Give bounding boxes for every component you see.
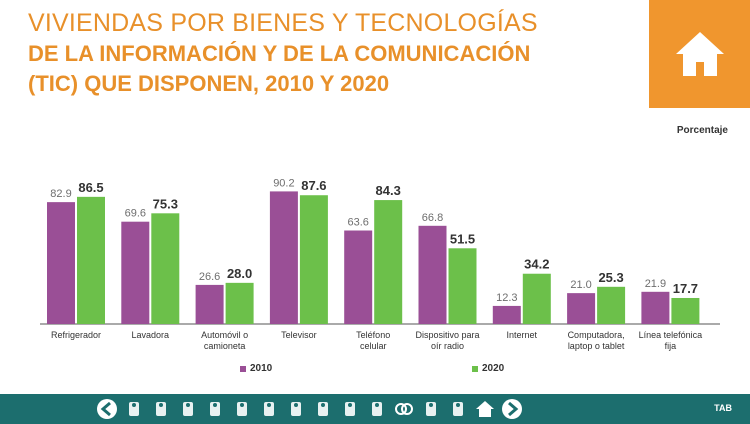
value-label-2010-1: 69.6 — [125, 208, 146, 220]
bar-2020-5 — [448, 248, 477, 324]
legend-2020: 2020 — [472, 363, 504, 374]
legend-swatch-2020 — [472, 365, 478, 372]
wheelchair-icon[interactable] — [285, 398, 307, 420]
value-label-2020-2: 28.0 — [227, 266, 252, 281]
category-label-5-0: Dispositivo para — [415, 330, 479, 340]
bar-chart: 82.9 86.5 Refrigerador 69.6 75.3 Lavadora 26.6… — [40, 177, 720, 351]
bar-2020-2 — [225, 282, 254, 324]
person-icon[interactable] — [177, 398, 199, 420]
bar-2010-5 — [418, 225, 447, 324]
value-label-2020-3: 87.6 — [301, 178, 326, 193]
value-label-2010-3: 90.2 — [273, 177, 294, 189]
category-label-3-0: Televisor — [281, 330, 317, 340]
worker-icon[interactable] — [420, 398, 442, 420]
bar-2010-7 — [567, 293, 596, 324]
value-label-2010-4: 63.6 — [347, 217, 368, 229]
value-label-2010-0: 82.9 — [50, 188, 71, 200]
title-line-3: (TIC) QUE DISPONEN, 2010 Y 2020 — [28, 71, 390, 96]
arrow-right-icon[interactable] — [501, 398, 523, 420]
house-icon — [675, 32, 724, 76]
gear-people-icon[interactable] — [204, 398, 226, 420]
category-label-4-1: celular — [360, 341, 387, 351]
bar-2020-1 — [151, 213, 180, 324]
museum-icon[interactable] — [447, 398, 469, 420]
value-label-2020-1: 75.3 — [153, 196, 178, 211]
footer-nav-bar: TAB — [0, 394, 750, 424]
bar-2010-3 — [269, 191, 298, 324]
value-label-2020-6: 34.2 — [524, 257, 549, 272]
rings-icon[interactable] — [393, 398, 415, 420]
category-label-2-0: Automóvil o — [201, 330, 248, 340]
value-label-2020-4: 84.3 — [376, 183, 401, 198]
category-label-8-0: Línea telefónica — [639, 330, 703, 340]
home-icon[interactable] — [474, 398, 496, 420]
bar-2020-3 — [299, 195, 328, 324]
value-label-2020-0: 86.5 — [78, 180, 103, 195]
bar-2020-6 — [522, 273, 551, 324]
bar-2020-0 — [77, 196, 105, 324]
value-label-2010-7: 21.0 — [570, 279, 591, 291]
bar-2010-0 — [47, 202, 75, 324]
compass-icon[interactable] — [258, 398, 280, 420]
arrow-left-icon[interactable] — [96, 398, 118, 420]
family-icon[interactable] — [150, 398, 172, 420]
category-label-0-0: Refrigerador — [51, 330, 101, 340]
map-icon[interactable] — [231, 398, 253, 420]
bar-2020-4 — [374, 200, 403, 324]
value-label-2010-2: 26.6 — [199, 271, 220, 283]
value-label-2010-6: 12.3 — [496, 292, 517, 304]
legend-label-2010: 2010 — [250, 363, 273, 374]
category-label-8-1: fija — [665, 341, 677, 351]
category-label-2-1: camioneta — [204, 341, 246, 351]
category-label-7-0: Computadora, — [568, 330, 625, 340]
bar-2010-6 — [492, 305, 521, 324]
value-label-2020-7: 25.3 — [598, 270, 623, 285]
building-icon[interactable] — [123, 398, 145, 420]
y-unit-label: Porcentaje — [676, 125, 728, 136]
tab-label[interactable]: TAB — [714, 403, 732, 413]
children-icon[interactable] — [312, 398, 334, 420]
title-line-1: VIVIENDAS POR BIENES Y TECNOLOGÍAS — [28, 9, 538, 37]
category-label-7-1: laptop o tablet — [568, 341, 625, 351]
category-label-1-0: Lavadora — [132, 330, 170, 340]
category-label-5-1: oír radio — [431, 341, 464, 351]
legend-swatch-2010 — [240, 365, 246, 372]
bar-2010-1 — [121, 221, 150, 324]
bar-2010-8 — [641, 291, 670, 324]
bar-2020-7 — [597, 286, 626, 324]
value-label-2010-8: 21.9 — [645, 278, 666, 290]
value-label-2020-8: 17.7 — [673, 281, 698, 296]
footer-nav — [96, 398, 528, 420]
house-badge — [649, 0, 750, 108]
legend-2010: 2010 — [240, 363, 272, 374]
category-label-4-0: Teléfono — [356, 330, 390, 340]
category-label-6-0: Internet — [507, 330, 538, 340]
chart-title: VIVIENDAS POR BIENES Y TECNOLOGÍAS DE LA… — [28, 8, 628, 99]
school-icon[interactable] — [366, 398, 388, 420]
value-label-2020-5: 51.5 — [450, 231, 475, 246]
title-line-2: DE LA INFORMACIÓN Y DE LA COMUNICACIÓN — [28, 41, 531, 66]
bar-2010-4 — [344, 230, 373, 324]
value-label-2010-5: 66.8 — [422, 212, 443, 224]
group-icon[interactable] — [339, 398, 361, 420]
legend-label-2020: 2020 — [482, 363, 505, 374]
bar-2020-8 — [671, 297, 700, 324]
bar-2010-2 — [195, 284, 224, 324]
